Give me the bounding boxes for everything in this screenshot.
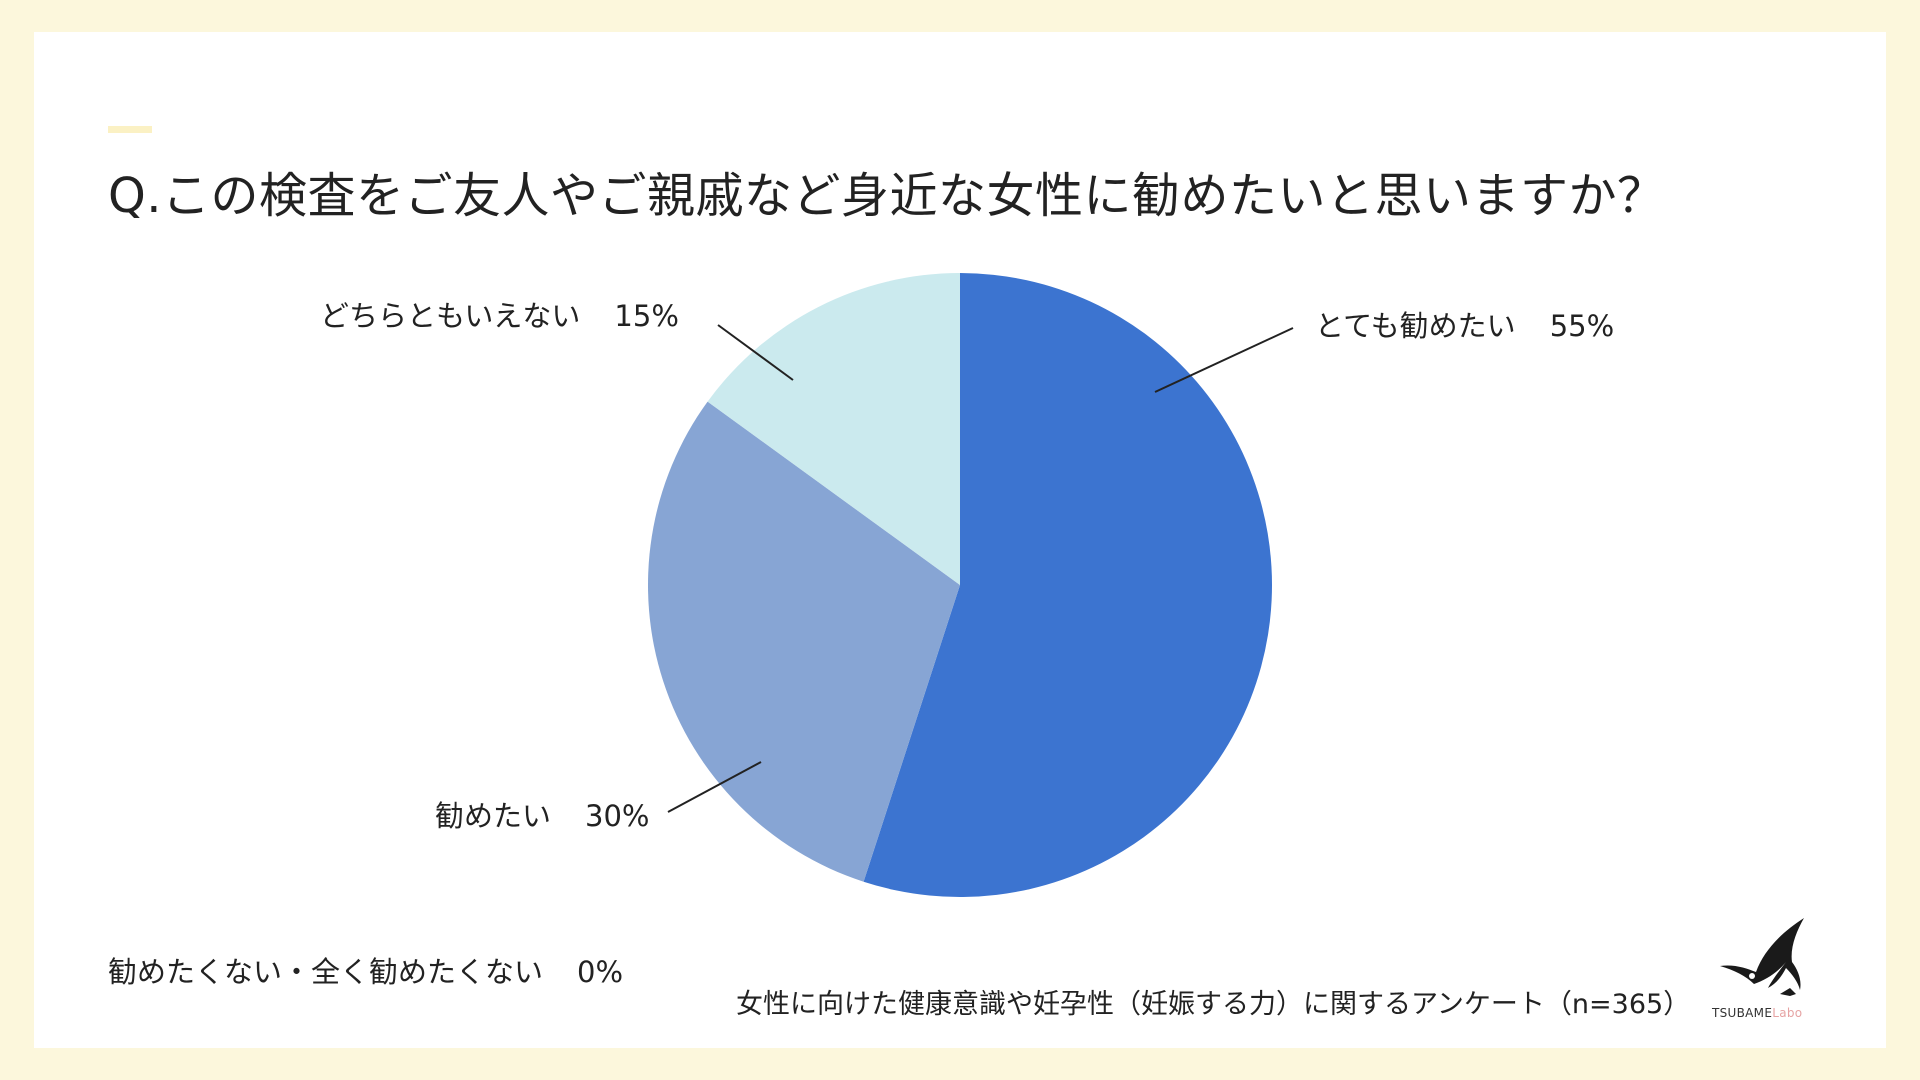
slice-label-want: 勧めたい 30% <box>435 798 649 834</box>
slice-label-text: どちらともいえない <box>320 299 581 333</box>
slice-label-text: 勧めたくない・全く勧めたくない <box>108 955 544 989</box>
slice-label-text: 勧めたい <box>435 799 552 833</box>
pie-slice-neutral <box>707 273 960 585</box>
brand-logo: TSUBAMELabo <box>1712 914 1816 1026</box>
slice-label-very: とても勧めたい 55% <box>1315 308 1614 344</box>
slice-label-percent: 55% <box>1549 309 1615 343</box>
leader-line <box>667 761 762 813</box>
slice-label-percent: 15% <box>614 299 679 333</box>
slice-label-percent: 30% <box>585 799 650 833</box>
survey-footnote: 女性に向けた健康意識や妊孕性（妊娠する力）に関するアンケート（n=365） <box>736 989 1691 1020</box>
title-accent-bar <box>108 126 152 133</box>
slice-label-percent: 0% <box>577 955 624 989</box>
slice-label-text: とても勧めたい <box>1315 309 1516 343</box>
leader-line <box>717 324 794 381</box>
chart-title: Q.この検査をご友人やご親戚など身近な女性に勧めたいと思いますか？ <box>108 168 1666 224</box>
swallow-icon <box>1720 918 1804 996</box>
logo-text: TSUBAMELabo <box>1712 1006 1803 1020</box>
slice-label-not-recommend: 勧めたくない・全く勧めたくない 0% <box>108 954 623 990</box>
leader-line <box>1154 327 1294 393</box>
slice-label-neutral: どちらともいえない 15% <box>320 298 679 334</box>
pie-slice-very <box>863 273 1273 897</box>
pie-slice-want <box>647 401 960 882</box>
